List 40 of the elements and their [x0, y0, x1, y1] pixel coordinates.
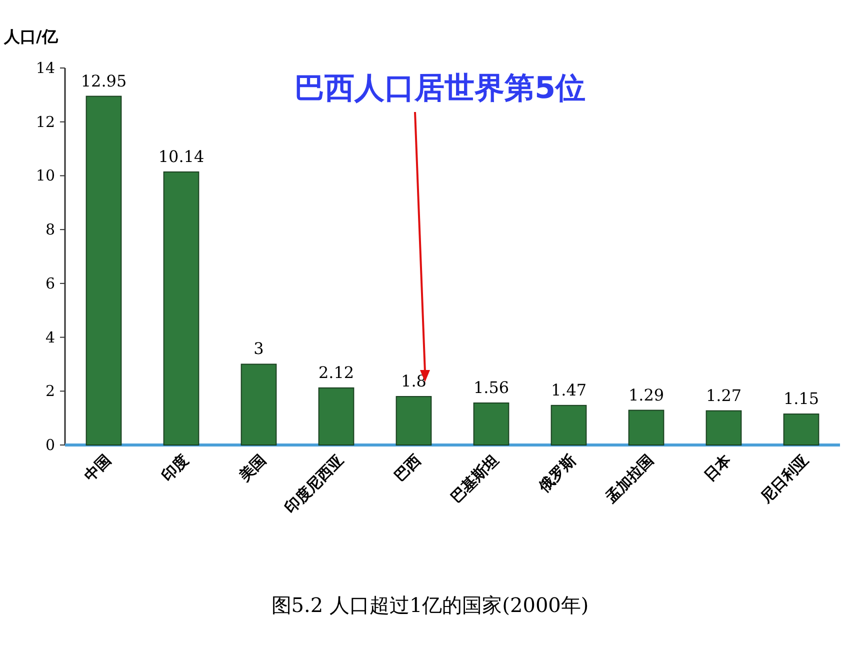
x-tick-label: 尼日利亚 — [756, 451, 812, 507]
x-tick-label: 印度尼西亚 — [281, 451, 348, 517]
x-tick-label: 美国 — [234, 451, 270, 486]
bar — [628, 410, 664, 446]
data-label: 12.95 — [80, 71, 127, 90]
x-tick-label: 印度 — [158, 451, 192, 486]
y-tick-label: 2 — [45, 382, 55, 400]
x-tick-label: 巴西 — [390, 451, 425, 486]
bar — [706, 410, 742, 446]
bar — [318, 387, 354, 446]
data-label: 10.14 — [158, 146, 204, 166]
y-axis-title: 人口/亿 — [3, 27, 59, 46]
y-tick-label: 12 — [36, 112, 55, 131]
y-tick-label: 0 — [45, 436, 55, 454]
x-tick-label: 俄罗斯 — [534, 451, 580, 496]
data-label: 3 — [254, 339, 264, 358]
y-tick-label: 4 — [45, 328, 55, 346]
bar — [550, 404, 587, 446]
data-label: 1.56 — [473, 378, 510, 397]
data-label: 1.15 — [783, 389, 820, 408]
x-tick-label: 日本 — [700, 450, 736, 486]
y-tick-label: 8 — [45, 220, 55, 239]
data-label: 1.27 — [706, 386, 742, 405]
x-tick-label: 孟加拉国 — [601, 451, 658, 507]
caption: 图5.2 人口超过1亿的国家(2000年) — [271, 593, 589, 617]
bar — [240, 364, 277, 446]
data-label: 1.29 — [628, 385, 664, 404]
bar — [396, 396, 432, 446]
data-label: 2.12 — [318, 362, 354, 382]
y-tick-label: 14 — [36, 59, 55, 77]
bar — [86, 96, 122, 446]
bar — [783, 414, 820, 446]
y-tick-label: 10 — [36, 166, 55, 185]
bar — [163, 171, 200, 446]
data-label: 1.47 — [550, 380, 587, 400]
x-tick-label: 巴基斯坦 — [446, 451, 502, 506]
annotation: 巴西人口居世界第5位 — [294, 71, 586, 106]
bar — [473, 402, 510, 446]
y-tick-label: 6 — [45, 274, 55, 292]
x-tick-label: 中国 — [80, 451, 115, 486]
